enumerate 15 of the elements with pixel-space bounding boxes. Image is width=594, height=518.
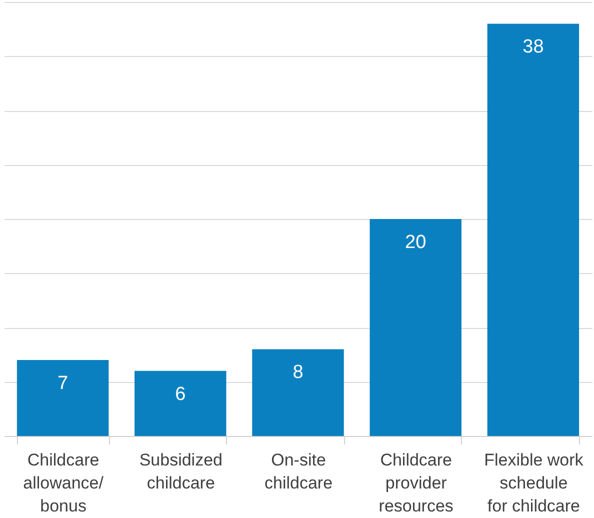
bar: [134, 370, 226, 436]
x-tick-label: Childcare provider resources: [378, 450, 454, 516]
data-label: 7: [58, 373, 68, 394]
data-label: 6: [175, 384, 186, 405]
bar: [252, 349, 344, 436]
x-tick-label: Flexible work schedule for childcare: [484, 450, 584, 516]
bar: [16, 360, 109, 436]
bar: [370, 219, 462, 436]
data-label: 38: [522, 36, 544, 58]
data-label: 20: [405, 232, 426, 253]
x-tick-label: Childcare allowance/ bonus: [23, 450, 104, 516]
x-tick-label: Subsidized childcare: [139, 450, 222, 492]
x-tick-label: On-site childcare: [264, 450, 333, 492]
data-label: 8: [292, 362, 304, 384]
bar: [487, 24, 580, 436]
